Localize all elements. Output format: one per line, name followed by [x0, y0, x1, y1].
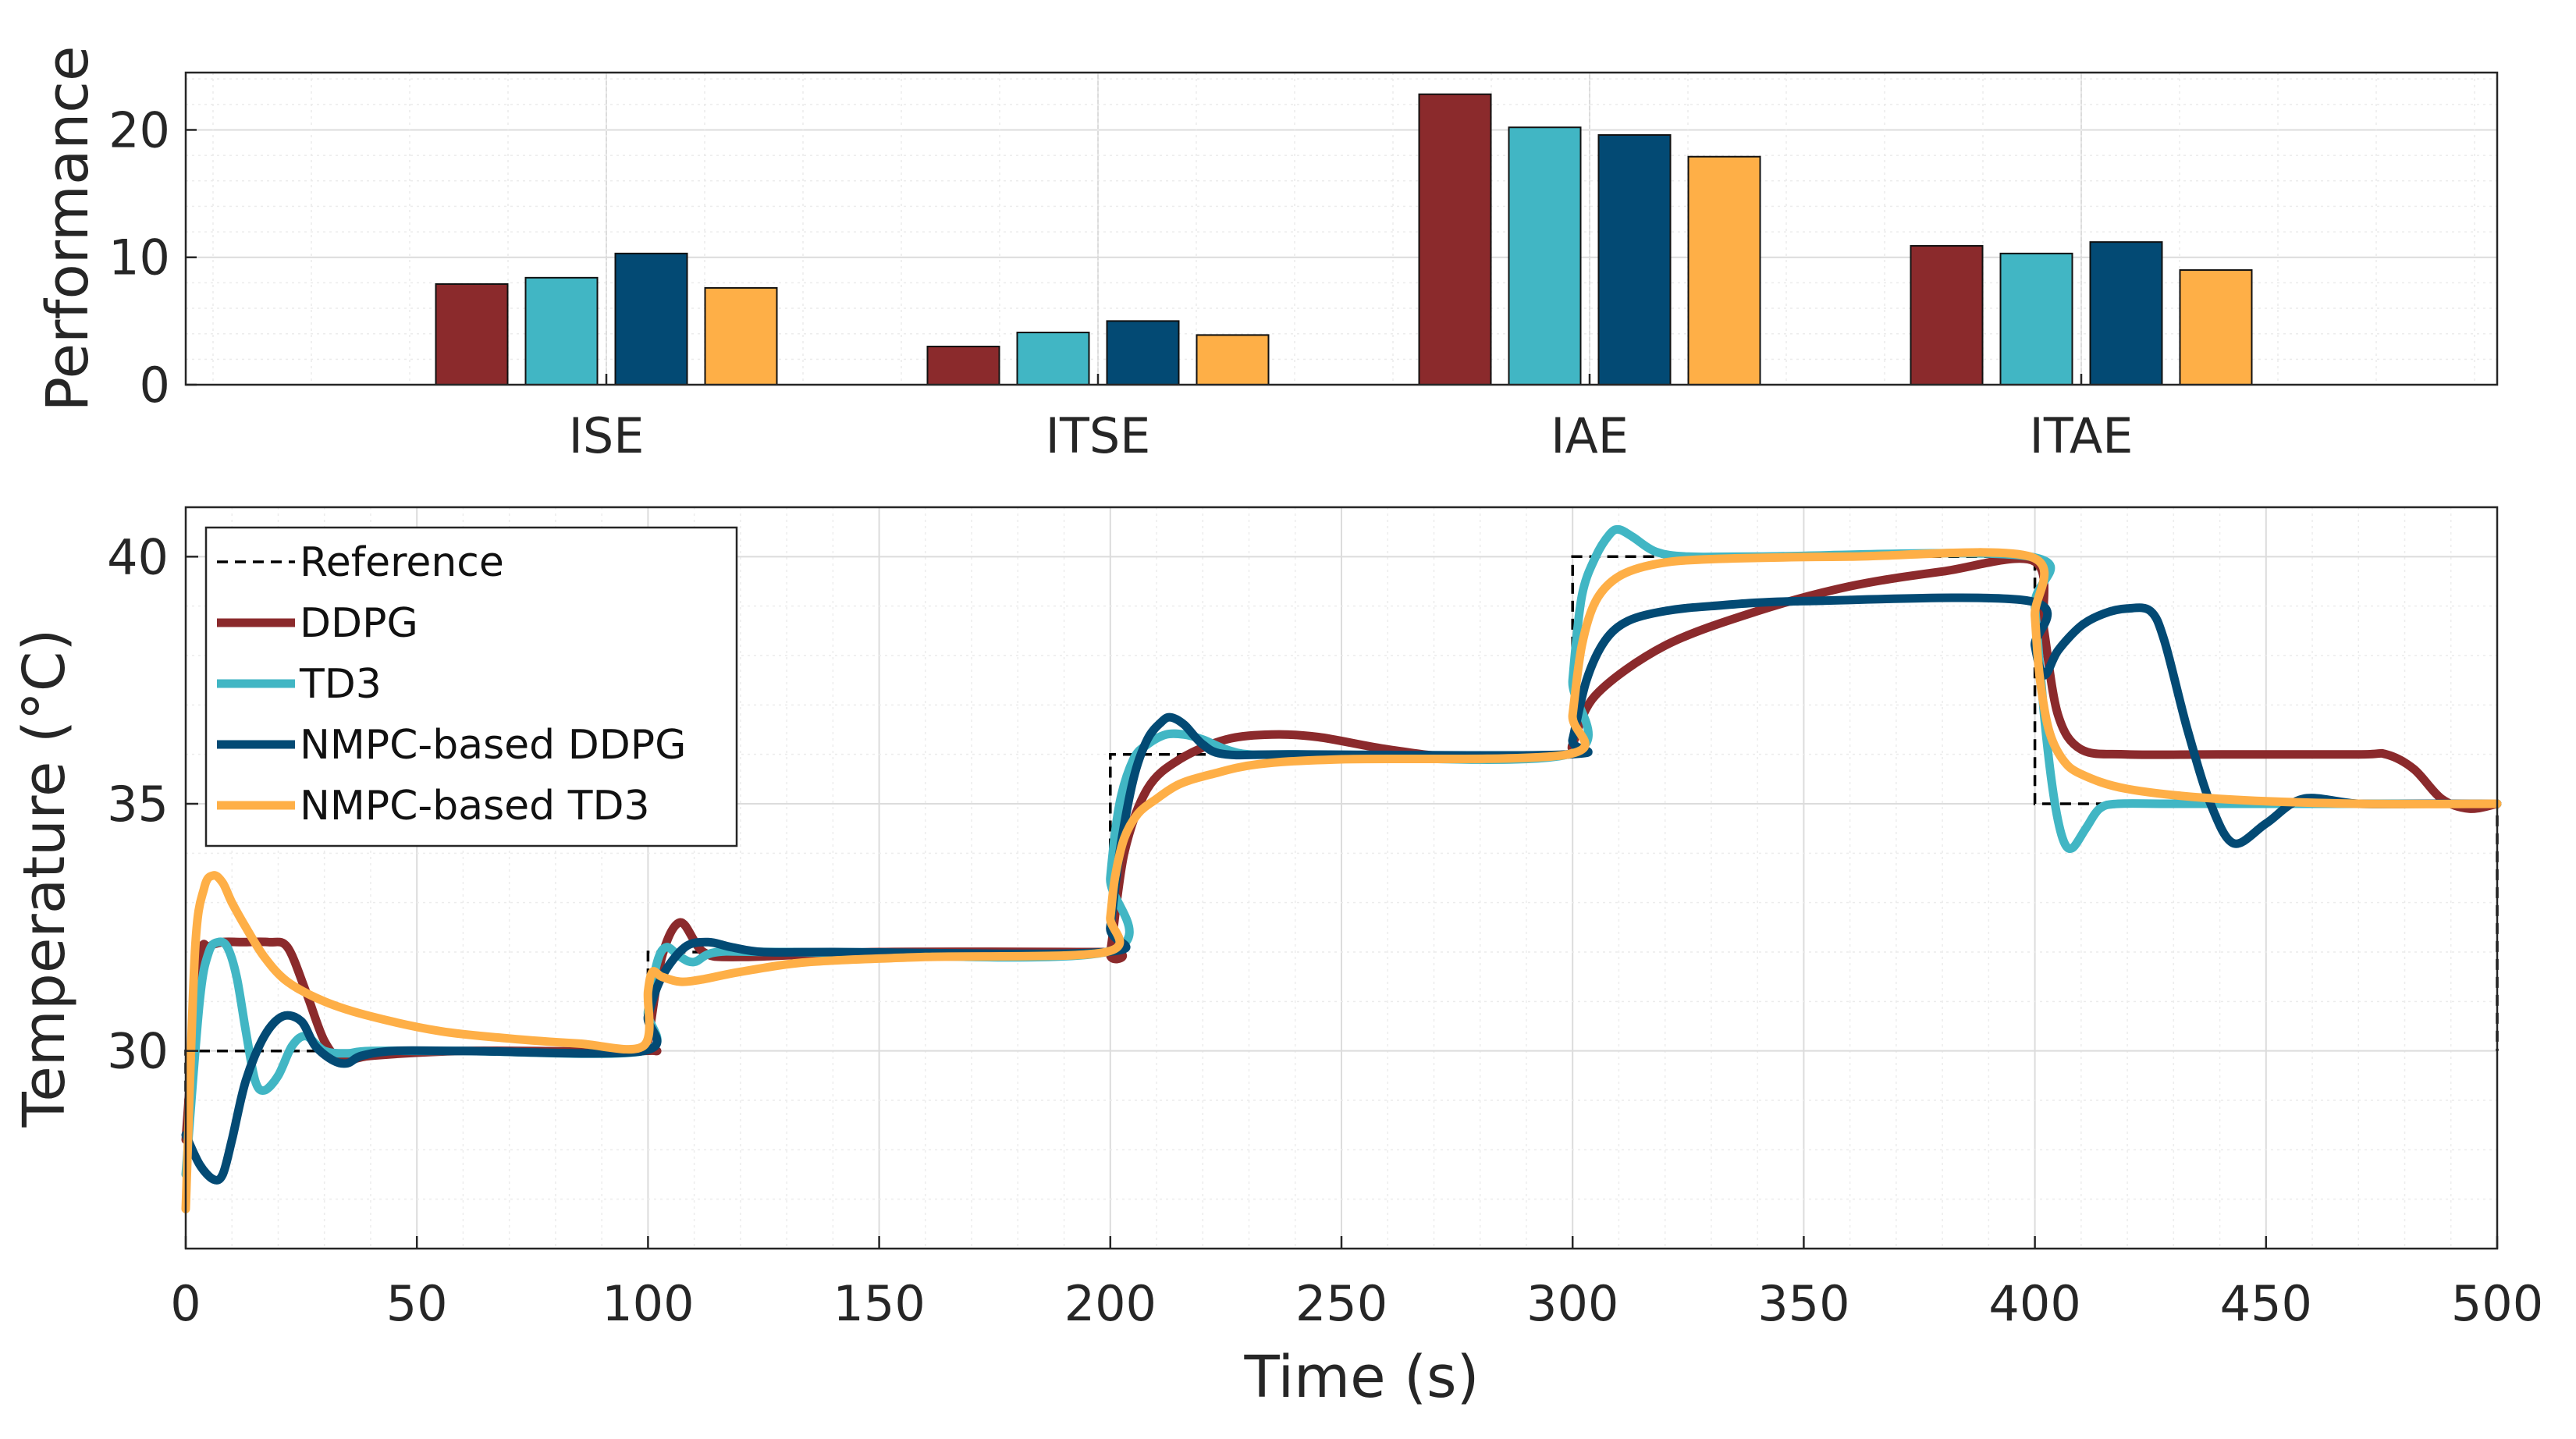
series-nmpc-based-td3	[181, 548, 2502, 1213]
bar-iae-nmpc-based-ddpg	[1597, 134, 1672, 386]
line-x-tick-label: 250	[1295, 1275, 1387, 1332]
line-x-tick-label: 200	[1064, 1275, 1157, 1332]
bar-category-label: IAE	[1551, 407, 1629, 464]
bar-y-tick-label: 20	[108, 101, 170, 158]
bar-itae-ddpg	[1910, 245, 1984, 386]
line-x-tick-label: 0	[170, 1275, 201, 1332]
line-x-tick-label: 500	[2451, 1275, 2543, 1332]
bar-grid	[186, 73, 2497, 386]
line-y-tick-label: 35	[107, 776, 169, 833]
bar-category-label: ITSE	[1046, 407, 1151, 464]
bar-itse-nmpc-based-td3	[1196, 334, 1270, 386]
line-x-tick-label: 50	[386, 1275, 448, 1332]
bar-y-ticks: 0 10 20	[108, 101, 197, 414]
bar-ise-nmpc-based-ddpg	[614, 252, 688, 386]
line-chart: 0 50 100 150 200 250 300 350 400 450 500 30 35 40 Ti…	[11, 506, 2543, 1411]
series-nmpc-based-ddpg	[181, 593, 2502, 1185]
line-x-axis-label: Time (s)	[1244, 1344, 1480, 1411]
legend-label-nmpc-based-ddpg: NMPC-based DDPG	[300, 722, 686, 769]
line-y-tick-label: 40	[107, 528, 169, 585]
bar-iae-td3	[1508, 126, 1582, 386]
legend: Reference DDPG TD3 NMPC-based DDPG NMPC-base…	[204, 526, 738, 847]
line-x-tick-label: 150	[833, 1275, 925, 1332]
line-x-tick-label: 100	[602, 1275, 694, 1332]
bar-iae-ddpg	[1418, 93, 1492, 386]
bar-itae-nmpc-based-ddpg	[2089, 241, 2163, 386]
legend-items: Reference DDPG TD3 NMPC-based DDPG NMPC-base…	[217, 539, 686, 830]
bar-y-axis-label: Performance	[34, 46, 101, 412]
line-series	[181, 524, 2502, 1213]
bar-ise-td3	[524, 276, 599, 386]
bar-iae-nmpc-based-td3	[1687, 155, 1761, 386]
legend-label-nmpc-based-td3: NMPC-based TD3	[300, 783, 650, 830]
bar-ise-ddpg	[435, 283, 509, 386]
bar-category-label: ITAE	[2030, 407, 2134, 464]
bar-itse-td3	[1016, 332, 1090, 386]
line-x-tick-label: 450	[2220, 1275, 2312, 1332]
bar-itae-nmpc-based-td3	[2179, 269, 2253, 386]
legend-label-td3: TD3	[299, 661, 382, 708]
line-y-axis-label: Temperature (°C)	[11, 629, 78, 1128]
bar-itae-td3	[1999, 252, 2073, 386]
legend-label-reference: Reference	[300, 539, 504, 586]
line-x-tick-label: 300	[1526, 1275, 1618, 1332]
line-y-ticks: 30 35 40	[107, 528, 198, 1080]
bar-plot-frame	[184, 71, 2499, 386]
bar-category-labels: ISE ITSE IAE ITAE	[569, 374, 2134, 464]
bar-marks	[435, 93, 2253, 386]
line-x-tick-label: 400	[1988, 1275, 2080, 1332]
bar-ise-nmpc-based-td3	[704, 286, 778, 386]
line-x-tick-label: 350	[1757, 1275, 1849, 1332]
bar-y-tick-label: 0	[140, 357, 170, 414]
line-grid	[186, 506, 2497, 1249]
bar-y-tick-label: 10	[108, 229, 170, 286]
bar-chart: 0 10 20 ISE ITSE IAE ITAE Performance	[34, 46, 2499, 464]
bar-itse-nmpc-based-ddpg	[1106, 320, 1180, 386]
bar-category-label: ISE	[569, 407, 645, 464]
bar-itse-ddpg	[926, 346, 1000, 386]
legend-label-ddpg: DDPG	[300, 600, 418, 647]
line-y-tick-label: 30	[107, 1023, 169, 1080]
line-x-ticks: 0 50 100 150 200 250 300 350 400 450 500	[170, 1236, 2543, 1332]
